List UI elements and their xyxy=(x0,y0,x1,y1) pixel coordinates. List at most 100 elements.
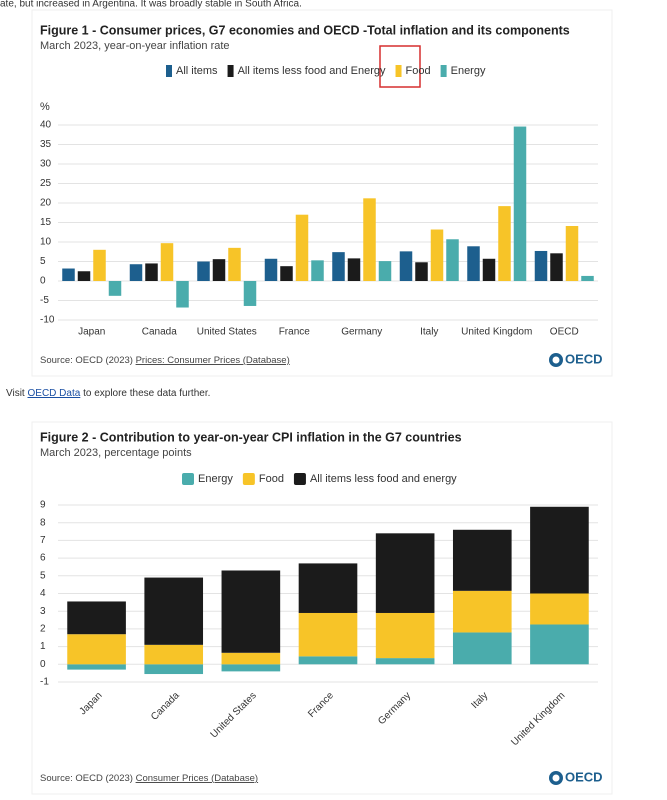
y-tick-label: -1 xyxy=(40,677,49,688)
y-tick-label: 3 xyxy=(40,606,46,617)
legend-swatch xyxy=(182,473,194,485)
bar-segment xyxy=(144,664,204,675)
bar-segment xyxy=(452,529,512,591)
legend-swatch xyxy=(242,473,255,485)
bar-segment xyxy=(221,664,281,672)
legend-label: Energy xyxy=(451,65,486,77)
x-tick-label: Canada xyxy=(142,327,177,338)
visit-suffix: to explore these data further. xyxy=(80,388,210,399)
bar-segment xyxy=(452,632,512,665)
bar xyxy=(446,239,459,281)
chart-title: Figure 2 - Contribution to year-on-year … xyxy=(40,430,462,444)
bar-segment xyxy=(298,612,358,657)
x-tick-label: Italy xyxy=(420,327,438,338)
y-tick-label: 5 xyxy=(40,256,46,267)
y-tick-label: -10 xyxy=(40,315,55,326)
y-tick-label: 6 xyxy=(40,553,46,564)
bar-segment xyxy=(530,593,589,625)
y-tick-label: 30 xyxy=(40,159,52,170)
bar-segment xyxy=(375,658,435,665)
legend-label: Food xyxy=(406,65,431,77)
y-tick-label: 0 xyxy=(40,276,46,287)
bar xyxy=(264,258,278,281)
bar xyxy=(197,261,210,281)
y-tick-label: 7 xyxy=(40,535,46,546)
source-prefix: Source: OECD (2023) xyxy=(40,355,136,366)
bar xyxy=(550,253,563,281)
bar-segment xyxy=(67,634,126,665)
logo-text: OECD xyxy=(565,769,603,784)
bar xyxy=(77,271,91,281)
y-tick-label: 5 xyxy=(40,570,46,581)
x-tick-label: United States xyxy=(197,327,257,338)
legend-swatch xyxy=(440,65,447,77)
bar xyxy=(482,258,496,281)
bar xyxy=(347,258,361,281)
bar xyxy=(145,263,158,281)
visit-text: Visit OECD Data to explore these data fu… xyxy=(6,388,210,399)
legend-swatch xyxy=(227,65,234,77)
bar xyxy=(415,262,428,281)
x-tick-label: Japan xyxy=(78,327,105,338)
bar xyxy=(378,261,392,281)
bar xyxy=(498,206,511,281)
x-tick-label: OECD xyxy=(550,327,579,338)
y-tick-label: 2 xyxy=(40,624,46,635)
bar-segment xyxy=(221,652,281,665)
bar-segment xyxy=(144,577,204,645)
source-link[interactable]: Consumer Prices (Database) xyxy=(136,773,259,784)
bar-segment xyxy=(375,612,435,659)
chart-subtitle: March 2023, year-on-year inflation rate xyxy=(40,40,230,52)
y-tick-label: 20 xyxy=(40,198,52,209)
bar-segment xyxy=(67,664,126,670)
legend-label: All items xyxy=(176,65,218,77)
source-link[interactable]: Prices: Consumer Prices (Database) xyxy=(136,355,290,366)
bar xyxy=(467,246,480,281)
bar xyxy=(399,251,413,281)
logo-text: OECD xyxy=(565,351,603,366)
bar xyxy=(108,281,122,296)
bar xyxy=(363,198,376,281)
bar-segment xyxy=(452,590,512,633)
bar xyxy=(581,275,594,281)
y-tick-label: 40 xyxy=(40,120,52,131)
source-prefix: Source: OECD (2023) xyxy=(40,773,136,784)
bar-segment xyxy=(375,533,435,613)
bar xyxy=(129,264,143,281)
legend-label: Food xyxy=(259,473,284,485)
bar xyxy=(534,250,548,281)
logo-mark xyxy=(552,774,560,782)
bar xyxy=(311,260,324,281)
bar xyxy=(280,266,293,281)
highlight-box xyxy=(379,45,421,88)
bar-segment xyxy=(298,563,358,613)
visit-link[interactable]: OECD Data xyxy=(28,388,81,399)
logo-mark xyxy=(552,356,560,364)
y-axis-label: % xyxy=(40,101,50,113)
bar xyxy=(62,268,75,281)
chart-subtitle: March 2023, percentage points xyxy=(40,447,192,459)
y-tick-label: 8 xyxy=(40,517,46,528)
source: Source: OECD (2023) Consumer Prices (Dat… xyxy=(40,773,258,784)
bar xyxy=(228,247,241,281)
bar xyxy=(160,243,174,281)
y-tick-label: 10 xyxy=(40,237,52,248)
bar xyxy=(93,249,106,281)
bar xyxy=(430,229,444,281)
chart-title: Figure 1 - Consumer prices, G7 economies… xyxy=(40,23,570,37)
legend-label: All items less food and Energy xyxy=(238,65,386,77)
visit-prefix: Visit xyxy=(6,388,28,399)
bar xyxy=(243,281,257,306)
bar xyxy=(176,281,189,308)
bar xyxy=(212,259,226,281)
bar-segment xyxy=(530,506,589,594)
legend-swatch xyxy=(395,65,402,77)
bar xyxy=(295,214,309,281)
bar xyxy=(565,226,579,281)
bar-segment xyxy=(221,570,281,653)
bar-segment xyxy=(144,644,204,665)
bar-segment xyxy=(530,624,589,665)
legend-label: Energy xyxy=(198,473,233,485)
y-tick-label: 4 xyxy=(40,588,46,599)
